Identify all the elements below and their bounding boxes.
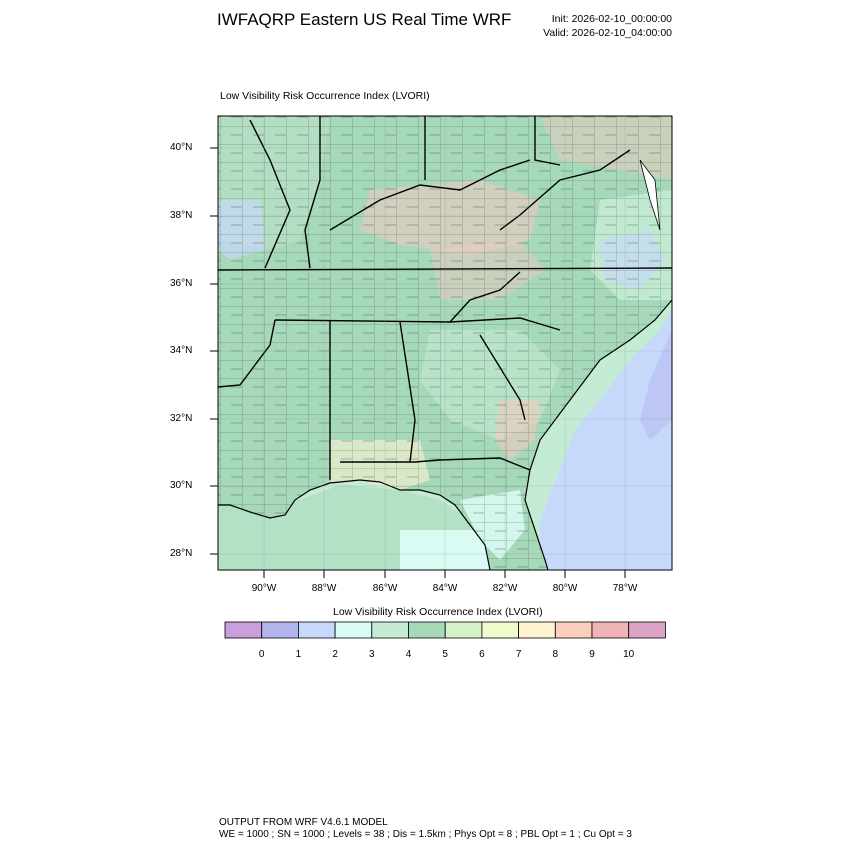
gulf-light-patch xyxy=(400,530,500,570)
graticule xyxy=(218,116,672,570)
colorbar-title: Low Visibility Risk Occurrence Index (LV… xyxy=(333,606,543,618)
model-info-line-1: OUTPUT FROM WRF V4.6.1 MODEL xyxy=(219,817,388,828)
colorbar-label-6: 6 xyxy=(479,649,485,660)
model-info-line-2: WE = 1000 ; SN = 1000 ; Levels = 38 ; Di… xyxy=(219,829,632,840)
colorbar-label-3: 3 xyxy=(369,649,375,660)
colorbar-label-9: 9 xyxy=(589,649,595,660)
init-time: Init: 2026-02-10_00:00:00 xyxy=(551,13,672,25)
atlantic-patch xyxy=(640,330,672,440)
lon-label-80w: 80°W xyxy=(552,583,578,594)
colorbar-label-7: 7 xyxy=(515,649,522,660)
colorbar-box-0 xyxy=(224,621,263,639)
lon-label-78w: 78°W xyxy=(612,583,638,594)
chesapeake-bay xyxy=(639,159,661,231)
colorbar-box-11 xyxy=(628,621,666,639)
colorbar-box-3 xyxy=(334,621,373,639)
colorbar-box-9 xyxy=(554,621,593,639)
map-content xyxy=(218,116,672,570)
colorbar-box-10 xyxy=(591,621,630,639)
lon-label-90w: 90°W xyxy=(251,583,277,594)
lat-label-36n: 36°N xyxy=(170,278,193,289)
lat-label-30n: 30°N xyxy=(170,480,193,491)
lat-label-38n: 38°N xyxy=(170,210,193,221)
colorbar-box-8 xyxy=(518,621,556,639)
lat-label-40n: 40°N xyxy=(170,142,193,153)
plot-title: IWFAQRP Eastern US Real Time WRF xyxy=(217,10,512,29)
lon-label-88w: 88°W xyxy=(311,583,337,594)
colorbar-box-2 xyxy=(297,621,336,639)
lon-label-82w: 82°W xyxy=(492,583,518,594)
colorbar-label-0: 0 xyxy=(258,649,265,660)
lat-label-32n: 32°N xyxy=(170,413,193,424)
lon-label-86w: 86°W xyxy=(372,583,398,594)
panel-title: Low Visibility Risk Occurrence Index (LV… xyxy=(220,90,430,102)
lat-label-28n: 28°N xyxy=(170,548,193,559)
colorbar-label-4: 4 xyxy=(405,649,412,660)
colorbar-box-5 xyxy=(408,621,446,639)
lon-label-84w: 84°W xyxy=(432,583,458,594)
colorbar-label-5: 5 xyxy=(442,649,448,660)
colorbar-box-4 xyxy=(371,621,409,639)
colorbar-label-2: 2 xyxy=(332,649,338,660)
colorbar-label-1: 1 xyxy=(295,649,302,660)
valid-time: Valid: 2026-02-10_04:00:00 xyxy=(543,27,672,39)
colorbar-box-7 xyxy=(481,621,519,639)
atlantic-low-index xyxy=(540,310,672,570)
coastline xyxy=(218,299,672,570)
colorbar-label-8: 8 xyxy=(552,649,559,660)
colorbar-label-10: 10 xyxy=(623,649,635,660)
axis-ticks xyxy=(210,147,626,578)
lat-label-34n: 34°N xyxy=(170,345,193,356)
colorbar-box-1 xyxy=(261,621,299,639)
colorbar-box-6 xyxy=(444,621,483,639)
